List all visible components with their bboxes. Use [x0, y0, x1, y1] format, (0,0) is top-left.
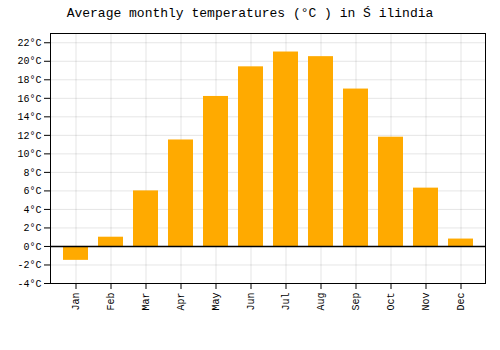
- svg-text:8°C: 8°C: [23, 168, 41, 179]
- svg-text:18°C: 18°C: [17, 75, 41, 86]
- svg-text:Jul: Jul: [281, 293, 292, 311]
- svg-text:Sep: Sep: [351, 293, 362, 311]
- svg-text:-4°C: -4°C: [17, 279, 41, 290]
- svg-text:Dec: Dec: [456, 293, 467, 311]
- svg-text:0°C: 0°C: [23, 242, 41, 253]
- svg-text:16°C: 16°C: [17, 94, 41, 105]
- svg-text:6°C: 6°C: [23, 186, 41, 197]
- svg-text:May: May: [211, 293, 222, 311]
- svg-text:Jun: Jun: [246, 293, 257, 311]
- svg-text:Oct: Oct: [386, 293, 397, 311]
- svg-text:4°C: 4°C: [23, 205, 41, 216]
- svg-text:20°C: 20°C: [17, 56, 41, 67]
- svg-text:14°C: 14°C: [17, 112, 41, 123]
- svg-text:Aug: Aug: [316, 293, 327, 311]
- svg-text:Jan: Jan: [71, 293, 82, 311]
- svg-text:10°C: 10°C: [17, 149, 41, 160]
- svg-text:-2°C: -2°C: [17, 260, 41, 271]
- html-text:Average monthly temperatures (: Average monthly temperatures (°C ) in Ś …: [66, 6, 434, 21]
- svg-text:Mar: Mar: [141, 293, 152, 311]
- svg-text:Apr: Apr: [176, 293, 187, 311]
- svg-text:22°C: 22°C: [17, 38, 41, 49]
- svg-text:12°C: 12°C: [17, 131, 41, 142]
- svg-text:Feb: Feb: [106, 293, 117, 311]
- svg-text:Nov: Nov: [421, 293, 432, 311]
- svg-text:2°C: 2°C: [23, 223, 41, 234]
